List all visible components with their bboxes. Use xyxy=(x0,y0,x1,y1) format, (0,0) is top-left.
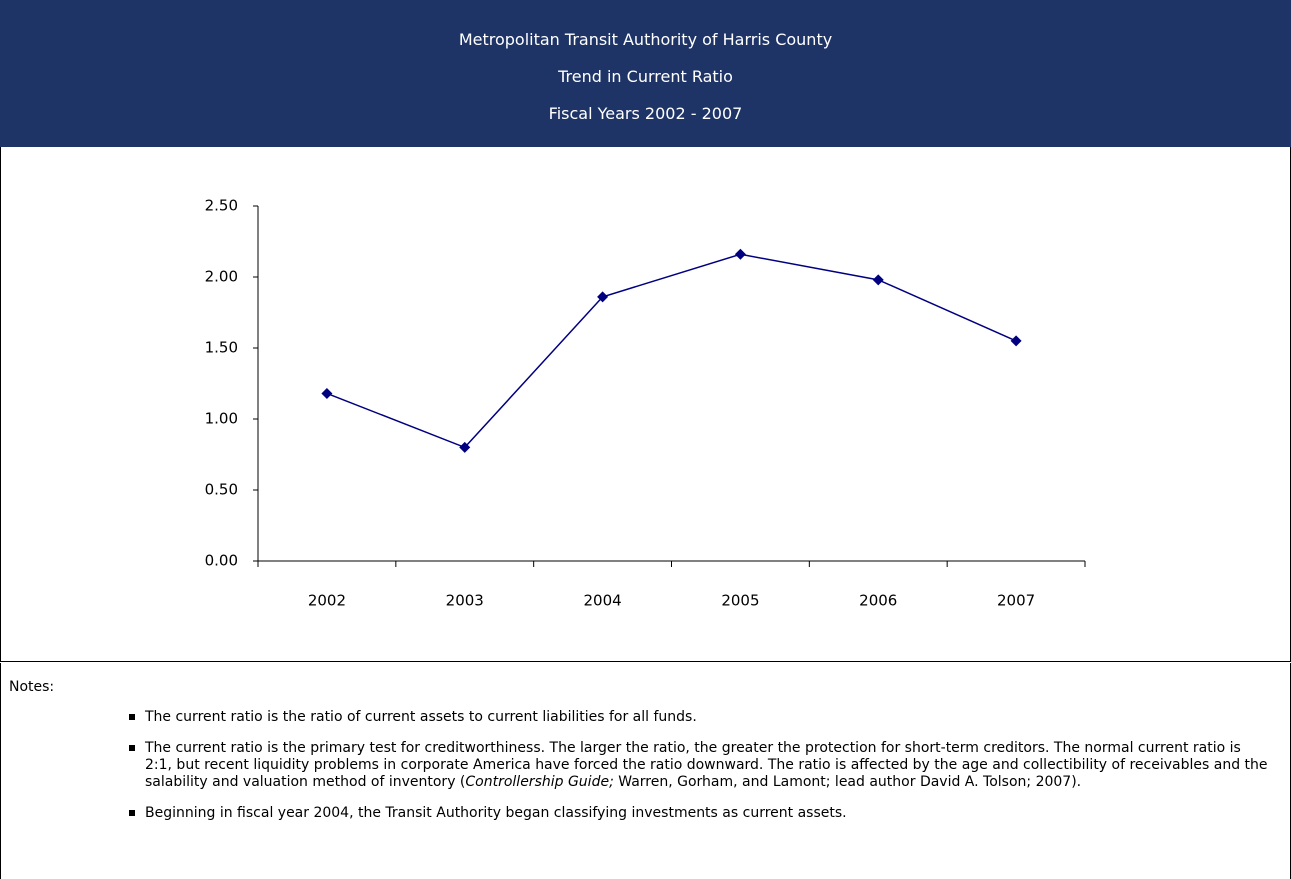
marker xyxy=(1010,335,1022,347)
y-tick-label: 2.00 xyxy=(205,268,238,286)
note-text: The current ratio is the primary test fo… xyxy=(145,740,1268,790)
line xyxy=(326,253,1017,449)
note-text: Beginning in fiscal year 2004, the Trans… xyxy=(145,805,847,821)
x-tick-label: 2004 xyxy=(583,592,621,610)
title-line: Fiscal Years 2002 - 2007 xyxy=(548,104,743,123)
title-line: Trend in Current Ratio xyxy=(558,67,733,86)
bullet xyxy=(129,714,135,720)
notes-list: The current ratio is the ratio of curren… xyxy=(1,709,1290,836)
note-item: The current ratio is the ratio of curren… xyxy=(1,709,1290,726)
y-tick-label: 2.50 xyxy=(205,197,238,215)
y-tick-label: 0.50 xyxy=(205,481,238,499)
note-text: Warren, Gorham, and Lamont; lead author … xyxy=(613,774,1082,790)
header: Metropolitan Transit Authority of Harris… xyxy=(0,0,1291,147)
notes-heading: Notes: xyxy=(9,679,55,695)
note-item: Beginning in fiscal year 2004, the Trans… xyxy=(1,805,1290,822)
x-tick-label: 2003 xyxy=(446,592,484,610)
bullet xyxy=(129,745,135,751)
x-tick-label: 2002 xyxy=(308,592,346,610)
x-tick-label: 2005 xyxy=(721,592,759,610)
marker xyxy=(459,441,471,453)
marker xyxy=(734,248,746,260)
y-tick-label: 0.00 xyxy=(205,552,238,570)
title-line: Metropolitan Transit Authority of Harris… xyxy=(458,30,833,49)
chart-box: 0.00 0.50 1.00 1.50 2.00 2.50 2002 2003 2004 2005… xyxy=(0,147,1291,662)
marker xyxy=(321,387,333,399)
y-tick-label: 1.50 xyxy=(205,339,238,357)
note-item: The current ratio is the primary test fo… xyxy=(1,740,1290,791)
marker xyxy=(597,291,609,303)
x-tick-label: 2006 xyxy=(859,592,897,610)
bullet xyxy=(129,810,135,816)
note-text: Controllership Guide; xyxy=(465,774,614,790)
notes: Notes: The current ratio is the ratio of… xyxy=(0,663,1291,879)
y-tick-label: 1.00 xyxy=(205,410,238,428)
note-text: The current ratio is the ratio of curren… xyxy=(145,709,697,725)
marker xyxy=(872,274,884,286)
chart: 0.00 0.50 1.00 1.50 2.00 2.50 2002 2003 2004 2005… xyxy=(205,197,1086,610)
x-tick-label: 2007 xyxy=(997,592,1035,610)
